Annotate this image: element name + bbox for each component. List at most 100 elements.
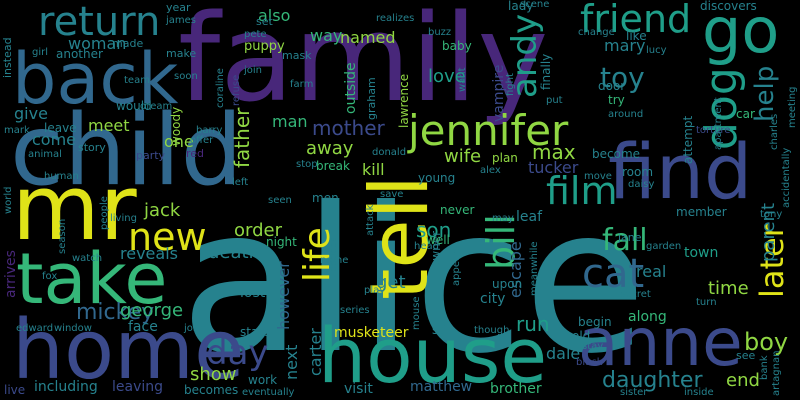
word-away: away — [306, 138, 354, 159]
word-fox: fox — [42, 271, 58, 282]
word-dale: dale — [546, 344, 581, 363]
word-mr: mr — [12, 156, 137, 261]
word-take: take — [16, 238, 168, 320]
word-day: day — [206, 333, 269, 373]
word-love: love — [428, 66, 466, 87]
word-season: season — [57, 218, 68, 254]
word-farm: farm — [290, 79, 314, 90]
word-work: work — [248, 373, 278, 387]
word-artagnan: artagnan — [771, 350, 782, 396]
word-see: see — [736, 349, 756, 362]
word-family: family — [178, 0, 549, 129]
word-anne: anne — [578, 304, 743, 381]
word-member: member — [676, 205, 727, 219]
word-pete: pete — [244, 29, 267, 40]
word-series: series — [340, 305, 370, 316]
word-max: max — [532, 140, 576, 164]
word-jane: jane — [618, 231, 642, 244]
word-mask: mask — [282, 49, 312, 62]
word-join: join — [244, 65, 263, 76]
word-wife: wife — [444, 146, 482, 167]
word-name: name — [320, 255, 349, 266]
word-tony: tony — [760, 209, 783, 220]
word-give: give — [14, 104, 48, 123]
word-boy: boy — [744, 328, 789, 356]
word-head: head — [414, 241, 439, 252]
word-get: get — [376, 272, 406, 293]
word-meeting: meeting — [787, 86, 798, 128]
word-torture: torture — [696, 125, 731, 136]
word-change: change — [578, 27, 615, 38]
word-becomes: becomes — [184, 383, 239, 397]
word-scene: scene — [520, 0, 550, 10]
word-room: room — [622, 165, 654, 179]
word-george: george — [120, 300, 184, 321]
word-charles: charles — [769, 113, 780, 150]
word-john: john — [184, 323, 206, 334]
word-son: son — [416, 218, 452, 242]
word-door: door — [598, 79, 626, 93]
word-still: still — [432, 323, 453, 337]
word-real: real — [636, 262, 667, 281]
word-turn: turn — [696, 297, 717, 308]
word-barry: barry — [196, 125, 223, 136]
word-town: town — [684, 245, 719, 261]
word-try: try — [608, 93, 625, 107]
word-party: party — [136, 149, 166, 162]
word-kill: kill — [362, 160, 385, 179]
word-red: red — [186, 147, 205, 160]
word-end: end — [726, 370, 760, 391]
word-one: one — [164, 132, 194, 151]
word-face: face — [128, 319, 158, 335]
word-may: may — [492, 213, 514, 224]
word-leaf: leaf — [516, 209, 543, 225]
word-death: death — [208, 242, 260, 263]
word-visit: visit — [344, 381, 373, 397]
word-discovers: discovers — [700, 0, 757, 13]
word-buzz: buzz — [428, 27, 452, 38]
word-mark: mark — [4, 125, 30, 136]
word-way: way — [310, 26, 343, 45]
word-james: james — [166, 15, 197, 26]
word-made: made — [112, 37, 144, 50]
word-apartment: apartment — [713, 97, 724, 150]
word-world: world — [3, 186, 14, 214]
word-upon: upon — [492, 277, 523, 291]
word-dream: dream — [140, 101, 173, 112]
word-also: also — [258, 6, 291, 25]
word-fight: fight — [505, 73, 516, 96]
word-edward: edward — [16, 323, 54, 334]
word-car: car — [736, 107, 755, 121]
word-eventually: eventually — [242, 387, 295, 398]
word-live: live — [4, 383, 26, 397]
word-would: would — [116, 99, 152, 113]
word-secret: secret — [620, 289, 651, 300]
word-begin: begin — [578, 315, 612, 329]
word-make: make — [166, 47, 197, 60]
word-graham: graham — [365, 77, 378, 120]
word-realizes: realizes — [376, 13, 415, 24]
word-set: set — [256, 15, 273, 28]
word-decides: decides — [329, 237, 339, 272]
word-story: story — [78, 141, 106, 154]
word-watch: watch — [72, 253, 103, 264]
word-mickey: mickey — [76, 300, 155, 325]
word-back: back — [12, 38, 179, 120]
word-stay: stay — [582, 341, 604, 352]
word-next: next — [282, 344, 301, 380]
word-tucker: tucker — [528, 158, 579, 177]
word-woody: woody — [169, 106, 183, 146]
word-people: people — [99, 196, 110, 230]
word-want: want — [457, 67, 468, 92]
word-like: like — [626, 29, 647, 43]
word-inside: inside — [684, 387, 714, 398]
word-save: save — [380, 189, 404, 200]
word-carter: carter — [306, 328, 325, 376]
word-bank: bank — [759, 355, 770, 380]
word-puppy: puppy — [244, 39, 285, 54]
word-time: time — [708, 278, 749, 299]
word-move: move — [584, 171, 612, 182]
word-toy: toy — [600, 61, 645, 94]
word-leaving: leaving — [112, 379, 164, 395]
